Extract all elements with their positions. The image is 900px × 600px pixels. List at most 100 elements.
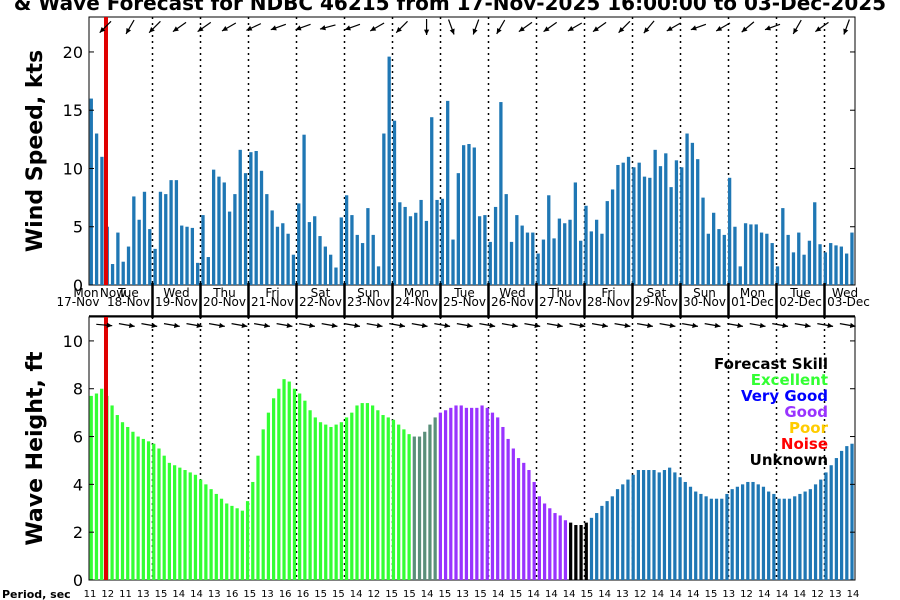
data-bar: [204, 484, 208, 580]
day-name-label: Mon: [73, 286, 98, 300]
data-bar: [683, 481, 687, 580]
data-bar: [323, 246, 327, 285]
arrow-head: [399, 322, 406, 329]
data-bar: [443, 410, 448, 580]
data-bar: [169, 180, 173, 285]
data-bar: [141, 438, 145, 580]
wind-direction-arrow: [395, 20, 408, 34]
data-bar: [344, 195, 349, 285]
data-bar: [690, 142, 695, 285]
data-bar: [727, 177, 732, 285]
data-bar: [164, 194, 168, 285]
period-value: 15: [509, 589, 522, 600]
period-value: 12: [634, 589, 647, 600]
data-bar: [120, 422, 125, 580]
data-bar: [153, 248, 157, 285]
arrow-head: [556, 322, 563, 329]
data-bar: [158, 191, 163, 285]
arrow-head: [647, 322, 653, 329]
arrow-head: [618, 26, 625, 33]
period-value: 14: [563, 589, 576, 600]
period-value: 13: [137, 589, 150, 600]
arrow-head: [444, 322, 451, 329]
date-axis: [89, 283, 855, 318]
data-bar: [616, 164, 620, 285]
arrow-head: [295, 25, 302, 31]
period-value: 11: [84, 589, 97, 600]
arrow-head: [196, 322, 203, 329]
data-bar: [386, 417, 390, 580]
wave-direction-arrow: [591, 322, 608, 329]
data-bar: [813, 484, 818, 580]
arrow-head: [669, 322, 676, 329]
period-value: 13: [208, 589, 221, 600]
data-bar: [180, 225, 184, 285]
arrow-head: [764, 25, 771, 31]
data-bar: [132, 196, 136, 285]
data-bar: [626, 479, 630, 580]
data-bar: [302, 134, 306, 285]
data-bar: [467, 144, 471, 285]
data-bar: [548, 508, 552, 580]
arrow-head: [741, 26, 748, 33]
wave-direction-arrow: [546, 322, 563, 329]
data-bar: [297, 203, 301, 285]
data-bar: [222, 182, 226, 285]
data-bar: [265, 194, 269, 285]
period-value: 12: [101, 589, 114, 600]
data-bar: [483, 215, 487, 285]
arrow-head: [759, 322, 766, 329]
data-bar: [664, 153, 668, 285]
date-label: 19-Nov: [155, 295, 198, 309]
arrow-head: [99, 26, 106, 33]
wave-direction-arrow: [817, 322, 834, 329]
arrow-head: [518, 26, 525, 32]
data-bar: [89, 395, 93, 580]
data-bar: [678, 477, 682, 580]
wave-direction-arrow: [614, 322, 631, 329]
date-label: 30-Nov: [683, 295, 726, 309]
period-value: 13: [456, 589, 469, 600]
data-bar: [740, 484, 745, 580]
wind-direction-arrow: [792, 19, 802, 35]
data-bar: [563, 223, 567, 285]
data-bar: [282, 379, 286, 580]
data-bar: [733, 226, 737, 285]
panel-wave: [88, 316, 856, 581]
data-bar: [313, 216, 317, 285]
data-bar: [397, 424, 401, 580]
data-bar: [281, 223, 285, 285]
day-name-label: Tue: [117, 286, 139, 300]
arrow-head: [472, 28, 478, 35]
wave-direction-arrow: [772, 322, 789, 329]
arrow-head: [151, 322, 158, 329]
wave-direction-arrow: [411, 322, 428, 329]
data-bar: [532, 481, 536, 580]
data-bar: [173, 465, 177, 580]
wind-direction-arrow: [741, 21, 755, 33]
data-bar: [417, 436, 422, 580]
data-bar: [761, 486, 766, 580]
period-value: 13: [722, 589, 735, 600]
data-bar: [777, 498, 781, 580]
data-bar: [183, 470, 187, 580]
data-bar: [845, 446, 849, 580]
data-bar: [829, 465, 833, 580]
data-bar: [743, 223, 748, 285]
arrow-head: [246, 25, 253, 31]
data-bar: [387, 56, 391, 286]
data-bar: [423, 431, 427, 580]
data-bar: [499, 102, 503, 285]
legend-item: Very Good: [741, 387, 828, 405]
data-bar: [391, 419, 396, 580]
day-name-label: Sun: [357, 286, 380, 300]
data-bar: [754, 224, 758, 285]
arrow-head: [815, 26, 822, 32]
data-bar: [462, 145, 466, 285]
data-bar: [688, 486, 693, 580]
wave-direction-arrow: [163, 322, 180, 329]
period-value: 14: [527, 589, 540, 600]
wind-direction-arrow: [246, 23, 262, 31]
data-bar: [137, 219, 141, 285]
date-label: 24-Nov: [395, 295, 438, 309]
